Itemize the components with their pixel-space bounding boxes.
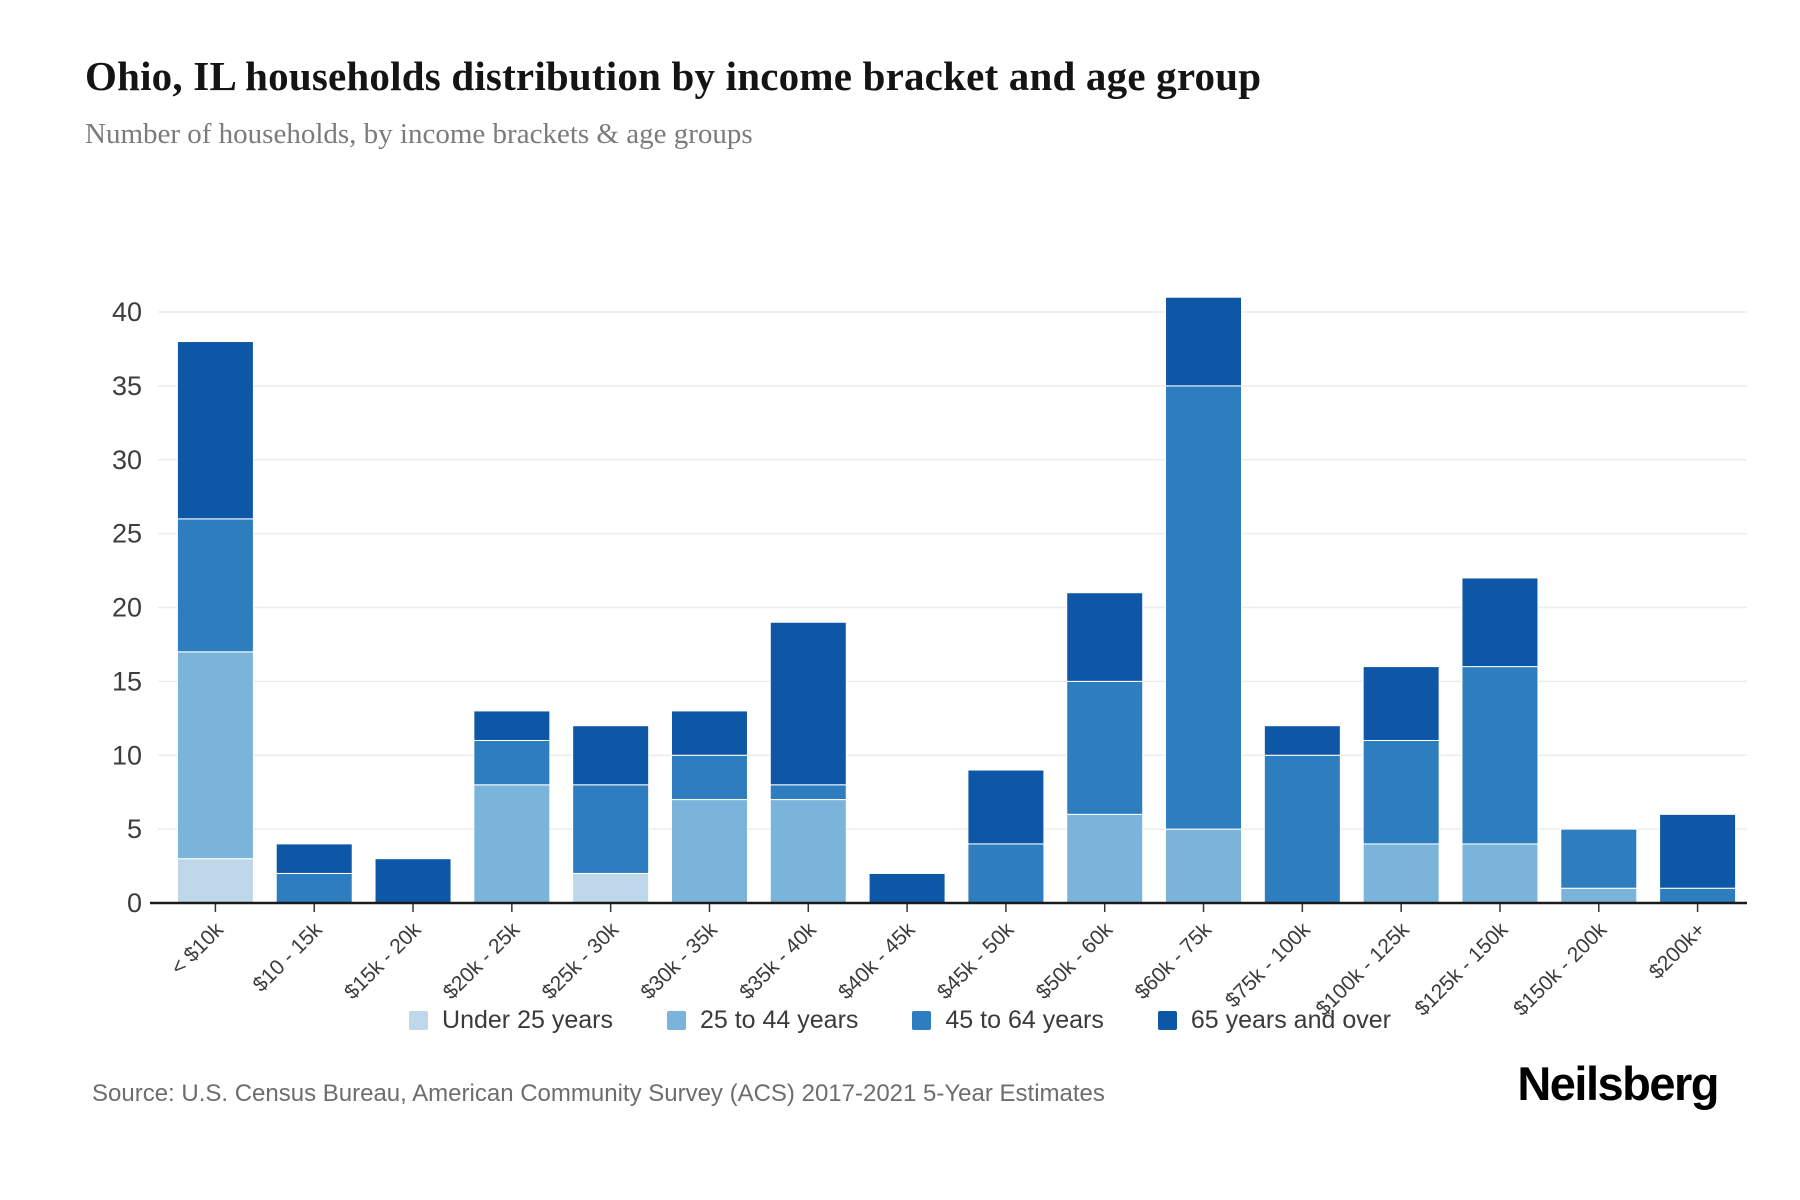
x-axis-tick-label: $15k - 20k	[340, 918, 426, 1004]
x-axis-tick-label: $10 - 15k	[249, 918, 328, 997]
bar-segment[interactable]	[176, 858, 254, 904]
y-axis-tick-label: 0	[127, 888, 142, 918]
bar-segment[interactable]	[1560, 887, 1638, 904]
x-axis-tick-label: $50k - 60k	[1032, 918, 1118, 1004]
y-axis-tick-label: 35	[112, 371, 142, 401]
bar-segment[interactable]	[473, 784, 551, 904]
bar-segment[interactable]	[176, 341, 254, 520]
y-axis-tick-label: 40	[112, 297, 142, 327]
legend-label: 45 to 64 years	[945, 1006, 1104, 1034]
bar-segment[interactable]	[1263, 754, 1341, 904]
x-axis-tick-label: $75k - 100k	[1221, 918, 1315, 1012]
x-axis-tick-label: < $10k	[167, 918, 229, 980]
bar-segment[interactable]	[572, 725, 650, 786]
x-axis-tick-label: $25k - 30k	[538, 918, 624, 1004]
x-axis-tick-label: $45k - 50k	[933, 918, 1019, 1004]
neilsberg-logo: Neilsberg	[1517, 1057, 1719, 1110]
legend-swatch-icon	[1157, 1011, 1177, 1030]
bar-segment[interactable]	[670, 710, 748, 756]
y-axis-tick-label: 15	[112, 666, 142, 696]
x-axis-tick-label: $40k - 45k	[834, 918, 920, 1004]
chart-subtitle: Number of households, by income brackets…	[85, 118, 753, 150]
bar-segment[interactable]	[1461, 666, 1539, 845]
y-axis-tick-label: 20	[112, 593, 142, 623]
bar-segment[interactable]	[1165, 828, 1243, 904]
bar-segment[interactable]	[572, 872, 650, 904]
x-axis-tick-label: $200k+	[1645, 918, 1710, 983]
bar-segment[interactable]	[1659, 813, 1737, 889]
bar-segment[interactable]	[1066, 813, 1144, 904]
bar-segment[interactable]	[1066, 592, 1144, 682]
bar-segment[interactable]	[1461, 577, 1539, 668]
x-axis-tick-label: $30k - 35k	[636, 918, 722, 1004]
bar-segment[interactable]	[670, 754, 748, 801]
bar-segment[interactable]	[1362, 843, 1440, 904]
bar-segment[interactable]	[374, 858, 452, 904]
bar-segment[interactable]	[1461, 843, 1539, 904]
bar-segment[interactable]	[275, 872, 353, 904]
bar-segment[interactable]	[176, 651, 254, 860]
legend-item[interactable]: 45 to 64 years	[912, 1006, 1104, 1035]
bar-segment[interactable]	[1165, 385, 1243, 830]
bar-segment[interactable]	[670, 799, 748, 904]
legend-label: 65 years and over	[1190, 1006, 1391, 1034]
chart-legend: Under 25 years 25 to 44 years 45 to 64 yea…	[0, 1006, 1800, 1035]
legend-label: Under 25 years	[442, 1006, 613, 1034]
legend-item[interactable]: 65 years and over	[1157, 1006, 1391, 1035]
bar-segment[interactable]	[1659, 887, 1737, 904]
bar-segment[interactable]	[967, 769, 1045, 845]
bar-segment[interactable]	[769, 621, 847, 786]
bar-segment[interactable]	[1165, 296, 1243, 387]
y-axis-tick-label: 25	[112, 519, 142, 549]
bar-segment[interactable]	[473, 710, 551, 741]
bar-segment[interactable]	[176, 518, 254, 653]
source-note: Source: U.S. Census Bureau, American Com…	[92, 1080, 1105, 1107]
bar-segment[interactable]	[769, 799, 847, 904]
legend-item[interactable]: 25 to 44 years	[666, 1006, 859, 1035]
bar-segment[interactable]	[1362, 666, 1440, 741]
y-axis-tick-label: 30	[112, 445, 142, 475]
y-axis-tick-label: 10	[112, 740, 142, 770]
legend-swatch-icon	[409, 1011, 429, 1030]
x-axis-tick-label: $20k - 25k	[439, 918, 525, 1004]
legend-item[interactable]: Under 25 years	[409, 1006, 613, 1035]
bar-segment[interactable]	[868, 872, 946, 904]
x-axis-tick-label: $35k - 40k	[735, 918, 821, 1004]
x-axis-tick-label: $60k - 75k	[1130, 918, 1216, 1004]
bar-segment[interactable]	[769, 784, 847, 801]
bar-segment[interactable]	[1263, 725, 1341, 756]
bar-segment[interactable]	[572, 784, 650, 874]
bar-segment[interactable]	[1066, 680, 1144, 815]
bar-segment[interactable]	[967, 843, 1045, 904]
legend-swatch-icon	[666, 1011, 686, 1030]
bar-segment[interactable]	[1362, 739, 1440, 845]
legend-swatch-icon	[912, 1011, 932, 1030]
legend-label: 25 to 44 years	[699, 1006, 859, 1034]
bar-segment[interactable]	[473, 739, 551, 786]
y-axis-tick-label: 5	[127, 814, 142, 844]
chart-title: Ohio, IL households distribution by inco…	[85, 53, 1262, 99]
bar-segment[interactable]	[1560, 828, 1638, 889]
bar-segment[interactable]	[275, 843, 353, 874]
